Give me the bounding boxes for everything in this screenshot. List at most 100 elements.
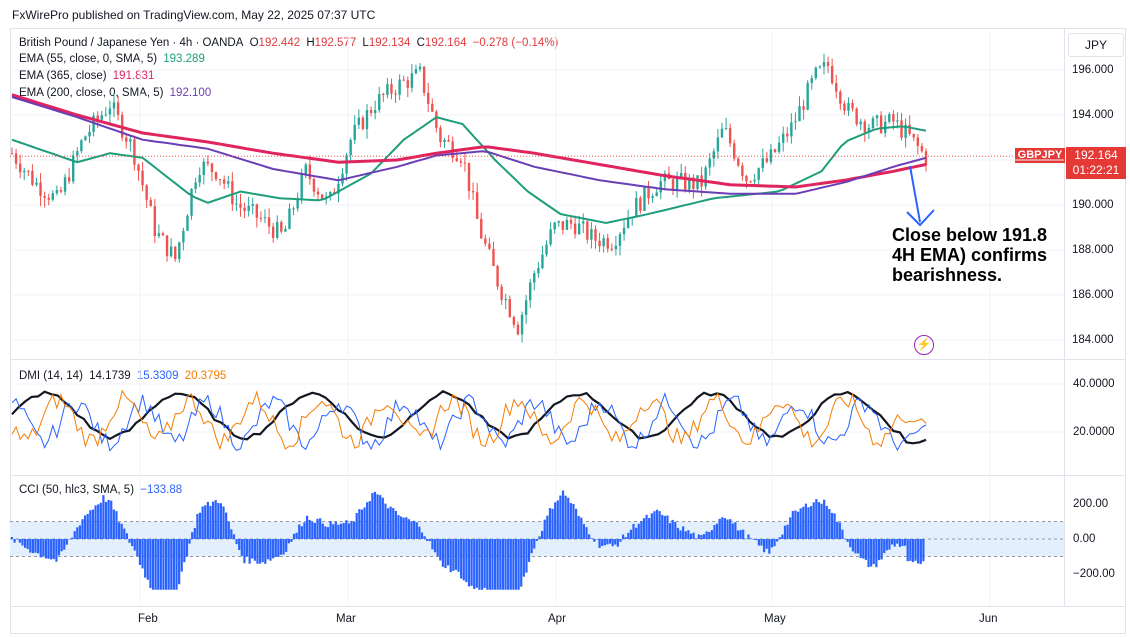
cci-bar	[436, 539, 439, 557]
ema200-legend[interactable]: EMA (200, close, 0, SMA, 5) 192.100	[19, 85, 214, 101]
cci-bar	[447, 539, 450, 566]
cci-bar	[917, 539, 920, 564]
cci-bar	[138, 539, 142, 565]
low-value: 192.134	[368, 37, 411, 49]
price-tick-label: 194.000	[1072, 109, 1114, 121]
candle-body	[31, 170, 34, 185]
candle-body	[794, 121, 797, 123]
cci-bar	[352, 521, 356, 539]
cci-bar	[755, 539, 758, 541]
candle-body	[214, 172, 218, 180]
candle-body	[182, 230, 185, 243]
cci-bar	[906, 539, 909, 562]
cci-bar	[757, 539, 760, 546]
cci-bar	[269, 539, 272, 561]
cci-bar	[467, 539, 471, 587]
cci-bar	[595, 539, 599, 540]
candle-body	[133, 139, 136, 165]
cci-bar	[245, 539, 249, 557]
cci-bar	[645, 514, 648, 539]
candle-body	[414, 69, 418, 74]
cci-bar	[875, 539, 878, 568]
cci-bar	[206, 501, 209, 539]
candle-body	[863, 121, 866, 133]
ema55-legend[interactable]: EMA (55, close, 0, SMA, 5) 193.289	[19, 51, 208, 67]
candle-body	[80, 140, 83, 152]
symbol-title[interactable]: British Pound / Japanese Yen · 4h · OAND…	[19, 37, 244, 49]
cci-bar	[601, 539, 604, 546]
candle-body	[659, 181, 662, 193]
cci-bar	[308, 519, 311, 539]
candle-body	[675, 177, 679, 190]
candle-body	[141, 170, 144, 186]
cci-bar	[554, 502, 557, 539]
cci-bar	[825, 505, 828, 539]
candle-body	[871, 118, 875, 129]
cci-bar	[700, 534, 703, 539]
dmi-label[interactable]: DMI (14, 14)	[19, 370, 83, 382]
candle-body	[100, 115, 103, 120]
candle-body	[626, 218, 630, 228]
candle-body	[524, 300, 528, 315]
candle-body	[822, 62, 826, 67]
cci-bar	[843, 538, 847, 540]
cci-bar	[52, 539, 55, 560]
candle-body	[218, 179, 222, 181]
candle-body	[557, 221, 560, 223]
close-label: C	[416, 37, 425, 49]
cci-bar	[776, 539, 779, 542]
cci-bar	[347, 523, 350, 539]
cci-bar	[219, 503, 223, 539]
candle-body	[59, 190, 63, 192]
cci-bar	[504, 539, 507, 590]
currency-button[interactable]: JPY	[1068, 33, 1124, 57]
cci-bar	[204, 505, 207, 539]
lightning-icon[interactable]: ⚡	[914, 335, 934, 355]
cci-bar	[462, 539, 465, 581]
cci-legend[interactable]: CCI (50, hlc3, SMA, 5) −133.88	[19, 482, 185, 498]
cci-bar	[682, 526, 685, 539]
cci-bar	[183, 539, 186, 563]
candle-body	[169, 246, 173, 257]
cci-bar	[890, 539, 894, 545]
cci-bar	[368, 501, 371, 539]
cci-bar	[394, 510, 397, 539]
price-tick-label: 184.000	[1072, 334, 1114, 346]
cci-bar	[653, 511, 656, 539]
candle-body	[492, 248, 495, 267]
cci-bar	[159, 539, 162, 590]
pane-separator-dmi	[10, 359, 1126, 360]
cci-bar	[762, 539, 766, 553]
cci-bar	[621, 534, 625, 539]
dmi-legend[interactable]: DMI (14, 14) 14.1739 15.3309 20.3795	[19, 368, 229, 384]
cci-bar	[718, 518, 721, 539]
cci-bar	[606, 539, 609, 545]
candle-body	[512, 317, 516, 325]
ema365-legend[interactable]: EMA (365, close) 191.831	[19, 68, 157, 84]
cci-bar	[637, 523, 640, 539]
candle-body	[741, 165, 744, 176]
cci-tick-label: 0.00	[1073, 533, 1096, 545]
cci-bar	[619, 539, 622, 542]
cci-bar	[444, 539, 447, 569]
ema55-label[interactable]: EMA (55, close, 0, SMA, 5)	[19, 53, 158, 65]
cci-bar	[13, 539, 16, 543]
main-legend[interactable]: British Pound / Japanese Yen · 4h · OAND…	[19, 35, 561, 51]
candle-body	[896, 120, 899, 122]
candle-body	[475, 192, 479, 219]
cci-bar	[551, 508, 554, 539]
cci-bar	[10, 537, 14, 539]
cci-label[interactable]: CCI (50, hlc3, SMA, 5)	[19, 484, 135, 496]
candle-body	[671, 179, 675, 190]
cci-bar	[366, 502, 369, 539]
ema365-label[interactable]: EMA (365, close)	[19, 70, 107, 82]
cci-bar	[175, 539, 178, 590]
cci-bar	[65, 539, 68, 545]
ema200-label[interactable]: EMA (200, close, 0, SMA, 5)	[19, 87, 164, 99]
candle-body	[516, 324, 520, 335]
price-tick-label: 196.000	[1072, 64, 1114, 76]
candle-body	[712, 151, 716, 159]
cci-bar	[196, 513, 199, 539]
candle-body	[149, 199, 152, 207]
